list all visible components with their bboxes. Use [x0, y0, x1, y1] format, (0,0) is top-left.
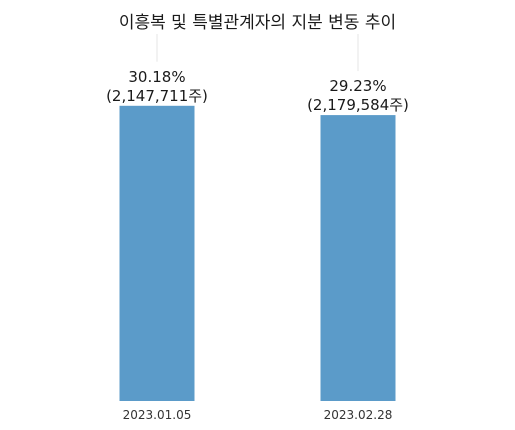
- bar-1: [119, 105, 195, 401]
- bar-value-label: 30.18%: [128, 68, 185, 86]
- x-tick-label: 2023.02.28: [324, 408, 393, 422]
- bar-2: [320, 115, 396, 402]
- bar-share-label: (2,179,584주): [307, 96, 409, 114]
- x-tick-label: 2023.01.05: [123, 408, 192, 422]
- bar-share-label: (2,147,711주): [106, 87, 208, 105]
- chart-title: 이흥복 및 특별관계자의 지분 변동 추이: [118, 13, 397, 33]
- bars-layer: 30.18%(2,147,711주) 2023.01.05 29.23%(2,179…: [106, 34, 409, 422]
- bar-value-label: 29.23%: [329, 77, 386, 95]
